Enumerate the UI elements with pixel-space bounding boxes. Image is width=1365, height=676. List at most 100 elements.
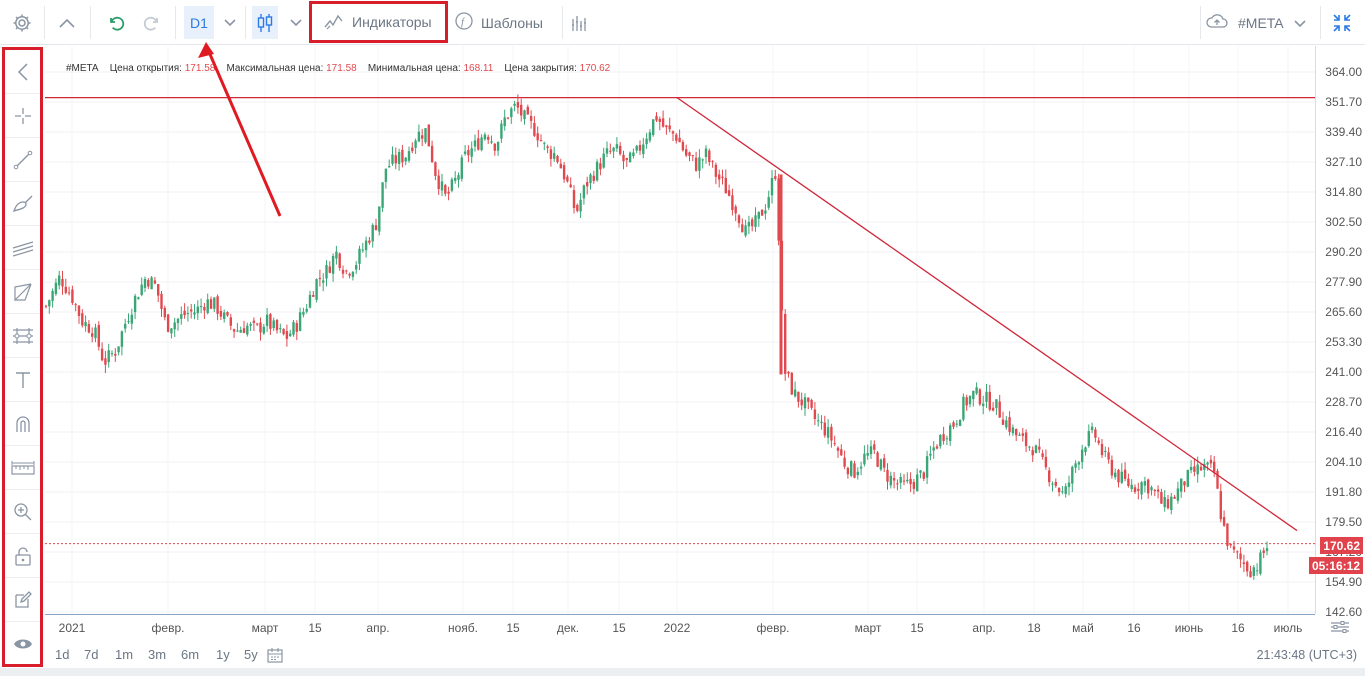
candle-body	[1117, 469, 1120, 483]
candle-body	[764, 210, 767, 214]
candle-body	[1180, 478, 1183, 492]
candle-body	[810, 399, 813, 408]
x-tick-label: 18	[1027, 621, 1041, 635]
period-1d[interactable]: 1d	[55, 647, 70, 662]
x-tick-label: февр.	[756, 621, 790, 635]
candle-body	[331, 255, 335, 274]
text-tool-icon[interactable]	[5, 358, 40, 402]
candle-body	[242, 328, 246, 333]
candle-body	[846, 467, 850, 475]
candle-body	[503, 117, 506, 127]
candle-body	[912, 481, 916, 489]
toolbar-divider	[90, 6, 91, 39]
indicators-label: Индикаторы	[352, 14, 432, 30]
candle-body	[193, 312, 196, 315]
candle-body	[388, 165, 391, 168]
chevron-up-icon[interactable]	[55, 0, 79, 45]
y-tick-label: 364.00	[1325, 65, 1362, 79]
candle-body	[1044, 456, 1048, 468]
candle-body	[1209, 459, 1213, 464]
candle-body	[1001, 419, 1005, 425]
candle-body	[364, 240, 368, 251]
candle-body	[879, 459, 883, 470]
legend-low-label: Минимальная цена:	[367, 63, 461, 74]
magnet-icon[interactable]	[5, 402, 40, 446]
candle-body	[1183, 481, 1186, 486]
calendar-icon[interactable]	[267, 647, 283, 668]
brush-icon[interactable]	[5, 182, 40, 226]
candle-body	[678, 137, 681, 143]
candle-body	[869, 446, 873, 455]
candle-body	[1021, 433, 1024, 436]
candle-body	[160, 293, 163, 309]
templates-button[interactable]: f Шаблоны	[455, 0, 543, 45]
cloud-upload-icon[interactable]	[1206, 13, 1228, 32]
candle-body	[312, 295, 315, 297]
lock-icon[interactable]	[5, 534, 40, 578]
pitchfork-icon[interactable]	[5, 314, 40, 358]
fib-polygon-icon[interactable]	[5, 270, 40, 314]
candle-body	[909, 478, 912, 485]
eye-visibility-icon[interactable]	[5, 622, 40, 666]
candle-body	[1239, 553, 1242, 560]
undo-icon[interactable]	[104, 0, 128, 45]
timeframe-button[interactable]: D1	[184, 6, 214, 39]
candle-body	[546, 146, 549, 148]
compare-bars-icon[interactable]	[568, 0, 590, 45]
candle-body	[1189, 467, 1193, 471]
candle-body	[645, 138, 648, 145]
candle-body	[338, 253, 341, 269]
candle-body	[209, 299, 213, 309]
period-5y[interactable]: 5y	[244, 647, 258, 662]
legend-open-label: Цена открытия:	[109, 63, 182, 74]
candle-body	[539, 140, 543, 142]
time-axis[interactable]: 2021 февр. март 15 апр. нояб. 15 дек. 15 2022 февр…	[45, 614, 1315, 643]
indicators-button[interactable]: Индикаторы	[309, 1, 448, 43]
y-tick-label: 253.30	[1325, 335, 1362, 349]
fullscreen-icon[interactable]	[1328, 0, 1356, 45]
price-axis[interactable]: 364.00 351.70 339.40 327.10 314.80 302.50 290.…	[1315, 46, 1365, 619]
period-6m[interactable]: 6m	[181, 647, 200, 662]
y-tick-label: 265.60	[1325, 305, 1362, 319]
candle-body	[510, 108, 513, 118]
candle-body	[807, 397, 810, 402]
candle-body	[1110, 459, 1114, 476]
chevron-down-icon[interactable]	[220, 0, 240, 45]
candle-body	[1031, 450, 1034, 456]
parallel-channel-icon[interactable]	[5, 226, 40, 270]
candle-body	[256, 323, 259, 325]
chevron-down-icon[interactable]	[1294, 15, 1306, 31]
candle-body	[1100, 443, 1104, 456]
zoom-in-icon[interactable]	[5, 490, 40, 534]
ruler-icon[interactable]	[5, 446, 40, 490]
candle-body	[140, 284, 143, 295]
legend-close-value: 170.62	[579, 63, 611, 74]
settings-gear-icon[interactable]	[8, 0, 36, 45]
candle-body	[790, 372, 793, 395]
candle-body	[549, 149, 553, 159]
period-3m[interactable]: 3m	[148, 647, 167, 662]
axis-settings-icon[interactable]	[1330, 620, 1350, 639]
candle-body	[454, 177, 457, 181]
redo-icon[interactable]	[140, 0, 164, 45]
period-1y[interactable]: 1y	[216, 647, 230, 662]
price-chart-area[interactable]	[45, 46, 1315, 614]
period-7d[interactable]: 7d	[84, 647, 99, 662]
candle-body	[658, 118, 661, 122]
candle-body	[1259, 552, 1262, 574]
edit-icon[interactable]	[5, 578, 40, 622]
period-1m[interactable]: 1m	[115, 647, 134, 662]
x-tick-label: май	[1072, 621, 1094, 635]
candlestick-type-icon[interactable]	[250, 0, 280, 45]
candle-body	[1150, 487, 1153, 491]
candle-body	[1236, 551, 1239, 553]
candle-body	[1160, 492, 1163, 504]
candle-body	[137, 297, 140, 300]
y-tick-label: 179.50	[1325, 515, 1362, 529]
crosshair-icon[interactable]	[5, 94, 40, 138]
candle-body	[615, 144, 619, 149]
symbol-selector[interactable]: #META	[1206, 0, 1306, 45]
collapse-left-icon[interactable]	[5, 50, 40, 94]
chevron-down-icon[interactable]	[286, 0, 306, 45]
trend-line-icon[interactable]	[5, 138, 40, 182]
